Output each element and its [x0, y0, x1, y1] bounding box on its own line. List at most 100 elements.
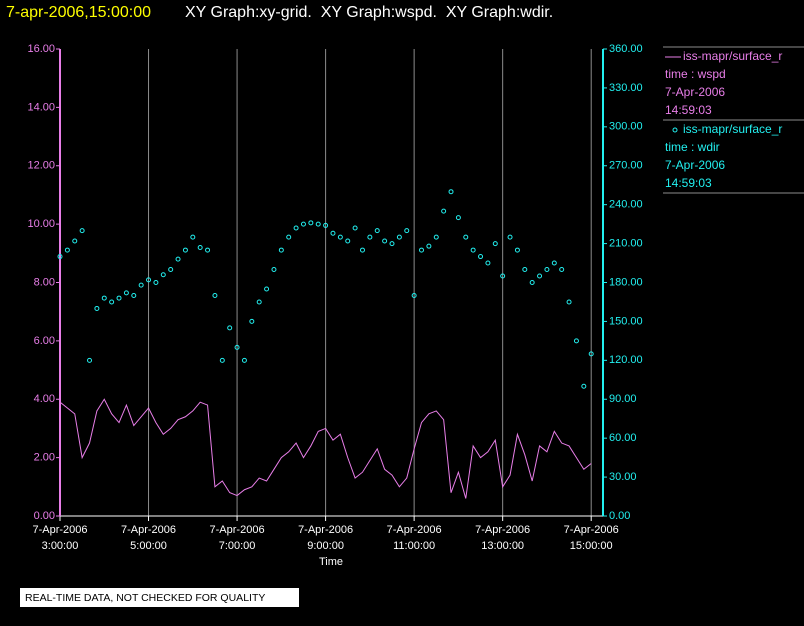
- scatter-point: [433, 234, 439, 240]
- scatter-point: [588, 351, 594, 357]
- scatter-point: [374, 228, 380, 234]
- y2-tick-label: 90.00: [609, 393, 637, 405]
- scatter-point: [419, 247, 425, 253]
- scatter-point: [64, 247, 70, 253]
- scatter-point: [249, 318, 255, 324]
- scatter-point: [337, 234, 343, 240]
- scatter-point: [463, 234, 469, 240]
- scatter-point: [404, 228, 410, 234]
- scatter-point: [264, 286, 270, 292]
- scatter-point: [138, 282, 144, 288]
- x-tick-label: 7-Apr-2006: [475, 524, 530, 536]
- legend-detail: 7-Apr-2006: [665, 158, 725, 172]
- y2-tick-label: 60.00: [609, 432, 637, 444]
- legend-detail: time : wdir: [665, 140, 720, 154]
- y-tick-label: 16.00: [27, 43, 55, 55]
- scatter-point: [559, 267, 565, 273]
- scatter-point: [278, 247, 284, 253]
- x-tick-label: 7-Apr-2006: [121, 524, 176, 536]
- scatter-point: [455, 215, 461, 221]
- scatter-point: [153, 280, 159, 285]
- y2-tick-label: 300.00: [609, 121, 643, 133]
- y-tick-label: 6.00: [34, 335, 55, 347]
- legend-label: iss-mapr/surface_r: [683, 122, 782, 136]
- chart-subtitle: XY Graph:xy-grid. XY Graph:wspd. XY Grap…: [185, 4, 553, 21]
- scatter-point: [79, 228, 85, 234]
- x-tick-label: 3:00:00: [42, 540, 79, 552]
- scatter-point: [109, 299, 115, 305]
- scatter-point: [566, 299, 572, 305]
- legend-detail: time : wspd: [665, 67, 726, 81]
- scatter-point: [116, 295, 122, 301]
- scatter-point: [308, 220, 314, 226]
- y2-tick-label: 120.00: [609, 354, 643, 366]
- scatter-point: [529, 280, 535, 285]
- scatter-point: [160, 272, 166, 278]
- x-tick-label: 7-Apr-2006: [564, 524, 619, 536]
- scatter-point: [492, 241, 498, 247]
- x-tick-label: 7-Apr-2006: [32, 524, 87, 536]
- scatter-point: [72, 238, 78, 244]
- legend-detail: 14:59:03: [665, 176, 712, 190]
- scatter-point: [146, 277, 152, 283]
- scatter-point: [234, 344, 240, 350]
- scatter-point: [286, 234, 292, 240]
- y2-tick-label: 150.00: [609, 315, 643, 327]
- scatter-point: [544, 267, 550, 273]
- y2-tick-label: 210.00: [609, 237, 643, 249]
- series-line: [59, 398, 592, 499]
- x-tick-label: 15:00:00: [570, 540, 613, 552]
- scatter-point: [212, 292, 218, 298]
- x-tick-label: 7-Apr-2006: [387, 524, 442, 536]
- scatter-point: [330, 230, 336, 236]
- legend-marker: [672, 127, 678, 133]
- scatter-point: [345, 238, 351, 244]
- scatter-point: [94, 305, 100, 311]
- scatter-point: [411, 292, 417, 298]
- scatter-point: [168, 267, 174, 273]
- scatter-point: [227, 325, 233, 331]
- x-tick-label: 13:00:00: [481, 540, 524, 552]
- scatter-point: [478, 254, 484, 260]
- scatter-point: [396, 234, 402, 240]
- legend-label: iss-mapr/surface_r: [683, 49, 782, 63]
- scatter-point: [389, 241, 395, 247]
- scatter-point: [537, 273, 543, 279]
- y-tick-label: 2.00: [34, 452, 55, 464]
- x-tick-label: 7:00:00: [219, 540, 256, 552]
- scatter-point: [441, 208, 447, 214]
- y-tick-label: 14.00: [27, 101, 55, 113]
- scatter-point: [87, 357, 93, 363]
- scatter-point: [205, 247, 211, 253]
- scatter-point: [507, 234, 513, 240]
- y-tick-label: 8.00: [34, 276, 55, 288]
- x-tick-label: 5:00:00: [130, 540, 167, 552]
- y2-tick-label: 30.00: [609, 471, 637, 483]
- y2-tick-label: 0.00: [609, 510, 630, 522]
- scatter-point: [57, 254, 63, 260]
- scatter-point: [485, 260, 491, 266]
- scatter-point: [573, 338, 579, 344]
- note: REAL-TIME DATA, NOT CHECKED FOR QUALITY: [25, 592, 265, 604]
- scatter-point: [551, 260, 557, 266]
- scatter-point: [241, 357, 247, 363]
- scatter-point: [359, 247, 365, 253]
- scatter-point: [581, 383, 587, 389]
- y2-tick-label: 270.00: [609, 160, 643, 172]
- legend-detail: 14:59:03: [665, 103, 712, 117]
- scatter-point: [522, 267, 528, 273]
- x-tick-label: 7-Apr-2006: [210, 524, 265, 536]
- scatter-point: [256, 299, 262, 305]
- scatter-point: [315, 221, 321, 227]
- x-tick-label: 7-Apr-2006: [298, 524, 353, 536]
- scatter-point: [219, 357, 225, 363]
- scatter-point: [101, 295, 107, 301]
- scatter-point: [382, 238, 388, 244]
- y2-tick-label: 330.00: [609, 82, 643, 94]
- scatter-point: [197, 244, 203, 250]
- scatter-point: [448, 189, 454, 195]
- scatter-point: [514, 247, 520, 253]
- y2-tick-label: 180.00: [609, 276, 643, 288]
- x-tick-label: 11:00:00: [393, 540, 435, 552]
- note-box: [20, 588, 299, 607]
